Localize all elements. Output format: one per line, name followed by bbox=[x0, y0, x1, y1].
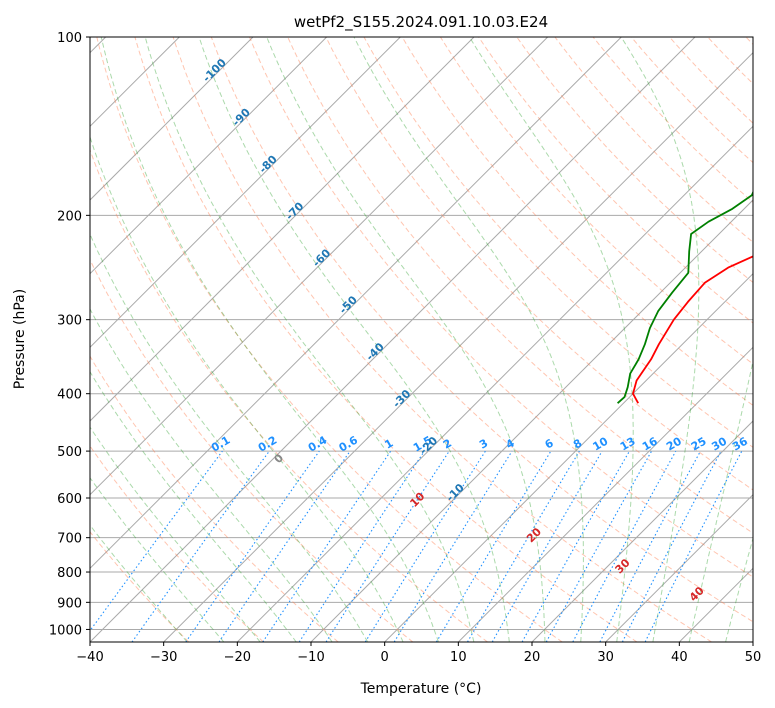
mixing-ratio-line bbox=[325, 450, 450, 642]
y-tick-label: 1000 bbox=[49, 623, 82, 638]
y-tick-label: 700 bbox=[57, 532, 82, 547]
x-tick-label: 10 bbox=[450, 650, 467, 665]
isotherm-line bbox=[90, 37, 401, 349]
moist-adiabat-line bbox=[198, 37, 510, 642]
x-tick-label: −40 bbox=[76, 650, 103, 665]
profile-series bbox=[616, 190, 753, 404]
chart-title: wetPf2_S155.2024.091.10.03.E24 bbox=[294, 13, 548, 32]
dry-adiabat-line bbox=[96, 37, 563, 642]
mixing-ratio-line bbox=[262, 450, 392, 642]
moist-adiabat-line bbox=[90, 476, 225, 642]
dry-adiabat-line bbox=[90, 445, 264, 642]
dry-adiabat-line bbox=[210, 37, 753, 623]
mixing-ratio-line bbox=[90, 450, 223, 632]
y-tick-label: 800 bbox=[57, 566, 82, 581]
dry-adiabat-line bbox=[90, 148, 488, 642]
mixing-ratio-line bbox=[298, 450, 425, 642]
moist-adiabat-line bbox=[100, 37, 439, 642]
moist-adiabat-line bbox=[688, 358, 753, 642]
moist-adiabat-line bbox=[725, 536, 753, 642]
dry-adiabat-line bbox=[401, 37, 753, 406]
dry-adiabat-line bbox=[249, 37, 753, 578]
x-tick-label: 0 bbox=[381, 650, 389, 665]
y-tick-label: 400 bbox=[57, 388, 82, 403]
moist-adiabat-line bbox=[90, 232, 369, 642]
axes: −40 −30 −20 −10 0 10 20 30 40 50 100 200 300 400 500 60… bbox=[49, 31, 761, 665]
dry-adiabat-line bbox=[172, 37, 712, 642]
y-tick-label: 300 bbox=[57, 314, 82, 329]
dewpoint-profile-line bbox=[616, 190, 753, 404]
x-tick-label: 40 bbox=[671, 650, 688, 665]
isotherm-line bbox=[90, 37, 328, 275]
dry-adiabat-line bbox=[90, 355, 339, 642]
isotherm-line bbox=[90, 37, 622, 570]
y-tick-label: 100 bbox=[57, 31, 82, 46]
moist-adiabat-line bbox=[266, 37, 546, 642]
dry-adiabat-line bbox=[325, 37, 753, 491]
isotherm-line bbox=[605, 493, 753, 642]
y-tick-label: 200 bbox=[57, 209, 82, 224]
dry-adiabat-line bbox=[90, 531, 190, 642]
mixing-ratio-line bbox=[545, 450, 653, 642]
x-tick-label: 20 bbox=[524, 650, 541, 665]
mixing-ratio-line bbox=[393, 450, 513, 642]
isotherm-line bbox=[457, 346, 753, 642]
isotherm-line bbox=[90, 37, 696, 642]
moist-adiabat-line bbox=[144, 37, 475, 642]
y-tick-label: 500 bbox=[57, 445, 82, 460]
isotherm-line bbox=[531, 420, 753, 642]
isotherm-line bbox=[310, 199, 753, 642]
moist-adiabat-line bbox=[90, 135, 404, 642]
isotherm-line bbox=[90, 37, 475, 422]
temperature-profile-line bbox=[632, 255, 753, 404]
isotherm-line bbox=[236, 125, 753, 642]
y-tick-label: 600 bbox=[57, 492, 82, 507]
dry-adiabat-line bbox=[90, 258, 414, 642]
mixing-ratio-line bbox=[644, 450, 743, 642]
mixing-ratio-line bbox=[185, 450, 320, 642]
moist-adiabat-line bbox=[620, 37, 700, 642]
dry-adiabat-line bbox=[134, 37, 638, 642]
moist-adiabat-line bbox=[353, 37, 584, 642]
mixing-ratio-line bbox=[521, 450, 630, 642]
mixing-ratio-line bbox=[218, 450, 351, 642]
mixing-ratio-line bbox=[131, 450, 270, 642]
isotherm-line bbox=[163, 51, 753, 642]
moist-adiabat-line bbox=[90, 426, 261, 642]
dry-adiabat-line bbox=[439, 37, 753, 365]
x-tick-label: −20 bbox=[224, 650, 251, 665]
isotherm-line bbox=[90, 37, 549, 496]
dry-adiabat-line bbox=[516, 37, 753, 284]
background-lines bbox=[90, 37, 753, 642]
isotherm-line bbox=[90, 37, 254, 201]
x-tick-label: 50 bbox=[745, 650, 762, 665]
isotherm-line bbox=[384, 272, 753, 642]
plot-frame bbox=[89, 36, 754, 643]
y-axis-label: Pressure (hPa) bbox=[12, 289, 28, 389]
y-tick-label: 900 bbox=[57, 596, 82, 611]
x-axis-label: Temperature (°C) bbox=[360, 681, 482, 697]
x-tick-label: −30 bbox=[150, 650, 177, 665]
x-tick-label: 30 bbox=[597, 650, 614, 665]
mixing-ratio-line bbox=[572, 450, 677, 642]
x-tick-label: −10 bbox=[297, 650, 324, 665]
moist-adiabat-line bbox=[90, 308, 333, 642]
